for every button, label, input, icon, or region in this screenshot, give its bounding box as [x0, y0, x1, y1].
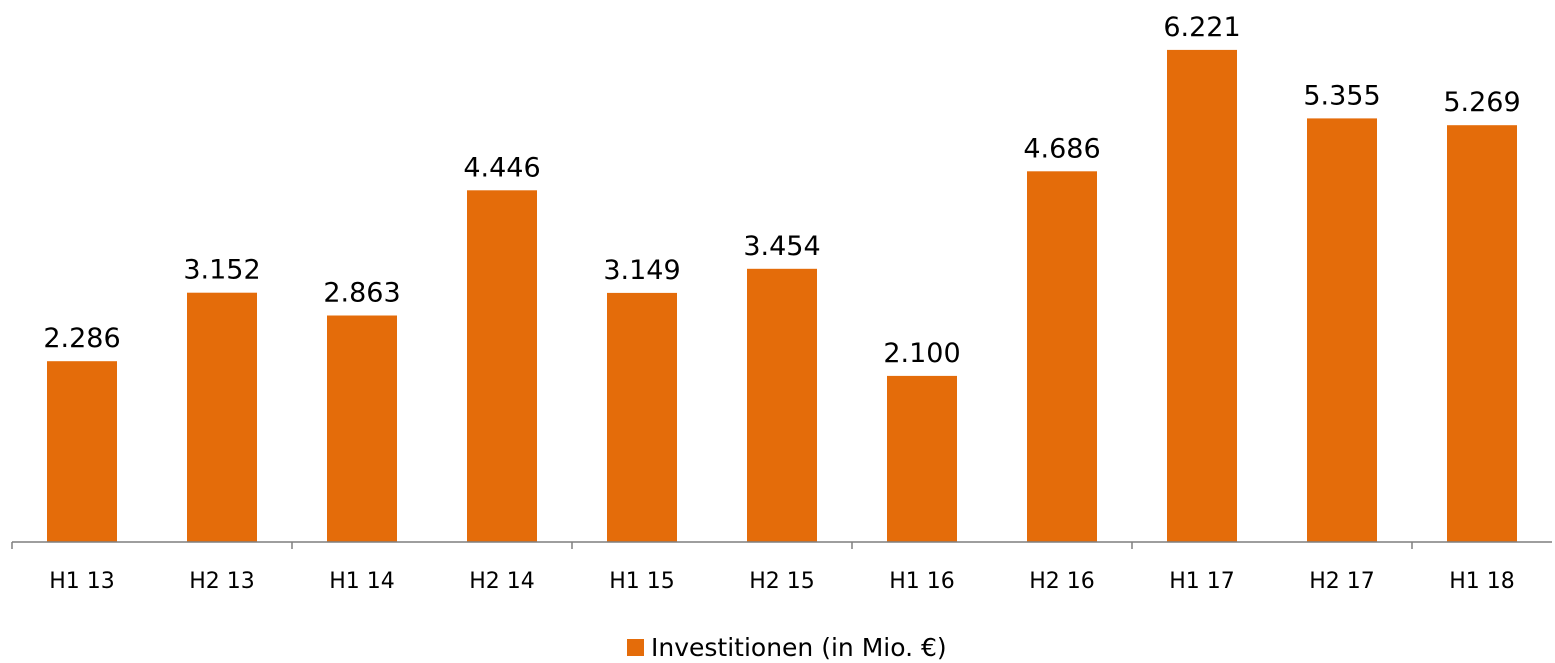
data-label: 2.100	[883, 338, 960, 369]
bar	[1027, 171, 1097, 543]
data-label: 5.269	[1443, 87, 1520, 118]
value-labels-group: 2.286 3.152 2.863 4.446 3.149 3.454 2.100 4.686…	[43, 12, 1520, 369]
x-tick-label: H1 13	[49, 569, 115, 594]
x-axis: H1 13 H2 13 H1 14 H2 14 H1 15 H2 15 H1 16 H2 16…	[11, 541, 1552, 594]
data-label: 2.863	[323, 278, 400, 309]
data-label: 2.286	[43, 323, 120, 354]
x-tick-label: H1 18	[1449, 569, 1515, 594]
x-tick-label: H2 15	[749, 569, 815, 594]
legend-label: Investitionen (in Mio. €)	[651, 633, 947, 662]
x-tick-label: H1 14	[329, 569, 395, 594]
data-label: 6.221	[1163, 12, 1240, 43]
data-label: 5.355	[1303, 80, 1380, 111]
bar	[1167, 49, 1237, 543]
bar	[187, 292, 257, 542]
x-tick-label: H1 16	[889, 569, 955, 594]
x-tick-label: H1 17	[1169, 569, 1235, 594]
data-label: 4.446	[463, 152, 540, 183]
legend-swatch	[627, 639, 644, 656]
data-label: 3.152	[183, 255, 260, 286]
bar	[1447, 125, 1517, 542]
x-tick-label: H2 17	[1309, 569, 1375, 594]
bars-group	[47, 49, 1517, 543]
x-tick-label: H1 15	[609, 569, 675, 594]
bar	[747, 268, 817, 542]
bar	[887, 375, 957, 542]
x-tick-label: H2 16	[1029, 569, 1095, 594]
data-label: 4.686	[1023, 133, 1100, 164]
bar	[1307, 118, 1377, 543]
x-tick-label: H2 14	[469, 569, 535, 594]
x-tick-label: H2 13	[189, 569, 255, 594]
bar	[607, 292, 677, 542]
data-label: 3.149	[603, 255, 680, 286]
bar	[327, 315, 397, 542]
data-label: 3.454	[743, 231, 820, 262]
legend: Investitionen (in Mio. €)	[627, 633, 947, 662]
bar	[47, 361, 117, 542]
bar	[467, 190, 537, 543]
